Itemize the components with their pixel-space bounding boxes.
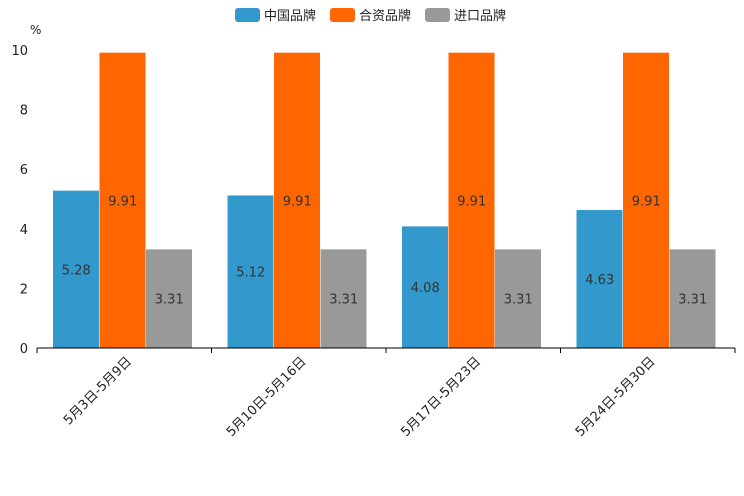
bar-1-3[interactable] — [402, 226, 448, 348]
y-tick-label: 2 — [20, 282, 28, 297]
x-category-label: 5月24日-5月30日 — [573, 354, 659, 440]
data-label-2-2: 9.91 — [283, 194, 312, 209]
y-axis-ticks: 0 2 4 6 8 10 — [11, 44, 28, 357]
bar-1-2[interactable] — [227, 195, 274, 348]
x-category-label: 5月10日-5月16日 — [224, 354, 310, 440]
bar-2-1[interactable] — [99, 52, 146, 348]
y-axis-unit-label: % — [30, 23, 41, 37]
legend: 中国品牌 合资品牌 进口品牌 — [235, 8, 506, 24]
x-category-label: 5月3日-5月9日 — [61, 354, 135, 428]
bar-2-3[interactable] — [448, 52, 495, 348]
x-axis: 5月3日-5月9日 5月10日-5月16日 5月17日-5月23日 5月24日-5月3… — [36, 347, 736, 440]
y-tick-label: 4 — [20, 223, 28, 238]
bar-3-4[interactable] — [669, 249, 716, 348]
bar-2-2[interactable] — [274, 52, 320, 348]
data-labels: 5.28 9.91 3.31 5.12 9.91 3.31 4.08 9.91 3.31 4.63… — [62, 194, 707, 307]
legend-swatch-3[interactable] — [425, 8, 450, 22]
bar-1-1[interactable] — [53, 190, 99, 348]
legend-label-3[interactable]: 进口品牌 — [454, 8, 506, 24]
y-tick-label: 0 — [20, 342, 28, 357]
legend-label-1[interactable]: 中国品牌 — [264, 8, 316, 24]
bars — [53, 52, 716, 348]
data-label-3-4: 3.31 — [678, 293, 707, 308]
legend-swatch-2[interactable] — [330, 8, 355, 22]
data-label-2-4: 9.91 — [632, 194, 661, 209]
bar-3-1[interactable] — [146, 249, 192, 348]
bar-3-3[interactable] — [495, 249, 541, 348]
legend-label-2[interactable]: 合资品牌 — [359, 8, 411, 24]
data-label-1-1: 5.28 — [62, 263, 91, 278]
data-label-3-3: 3.31 — [504, 293, 533, 308]
data-label-2-1: 9.91 — [108, 194, 137, 209]
data-label-3-2: 3.31 — [329, 293, 358, 308]
bar-2-4[interactable] — [623, 52, 669, 348]
y-tick-label: 10 — [11, 44, 28, 59]
y-tick-label: 6 — [20, 163, 28, 178]
data-label-2-3: 9.91 — [457, 194, 486, 209]
legend-swatch-1[interactable] — [235, 8, 260, 22]
data-label-1-4: 4.63 — [585, 273, 614, 288]
bar-1-4[interactable] — [576, 210, 623, 348]
bar-3-2[interactable] — [320, 249, 367, 348]
data-label-1-3: 4.08 — [411, 281, 440, 296]
x-category-label: 5月17日-5月23日 — [398, 354, 484, 440]
y-tick-label: 8 — [20, 104, 28, 119]
data-label-3-1: 3.31 — [155, 293, 184, 308]
data-label-1-2: 5.12 — [236, 266, 265, 281]
